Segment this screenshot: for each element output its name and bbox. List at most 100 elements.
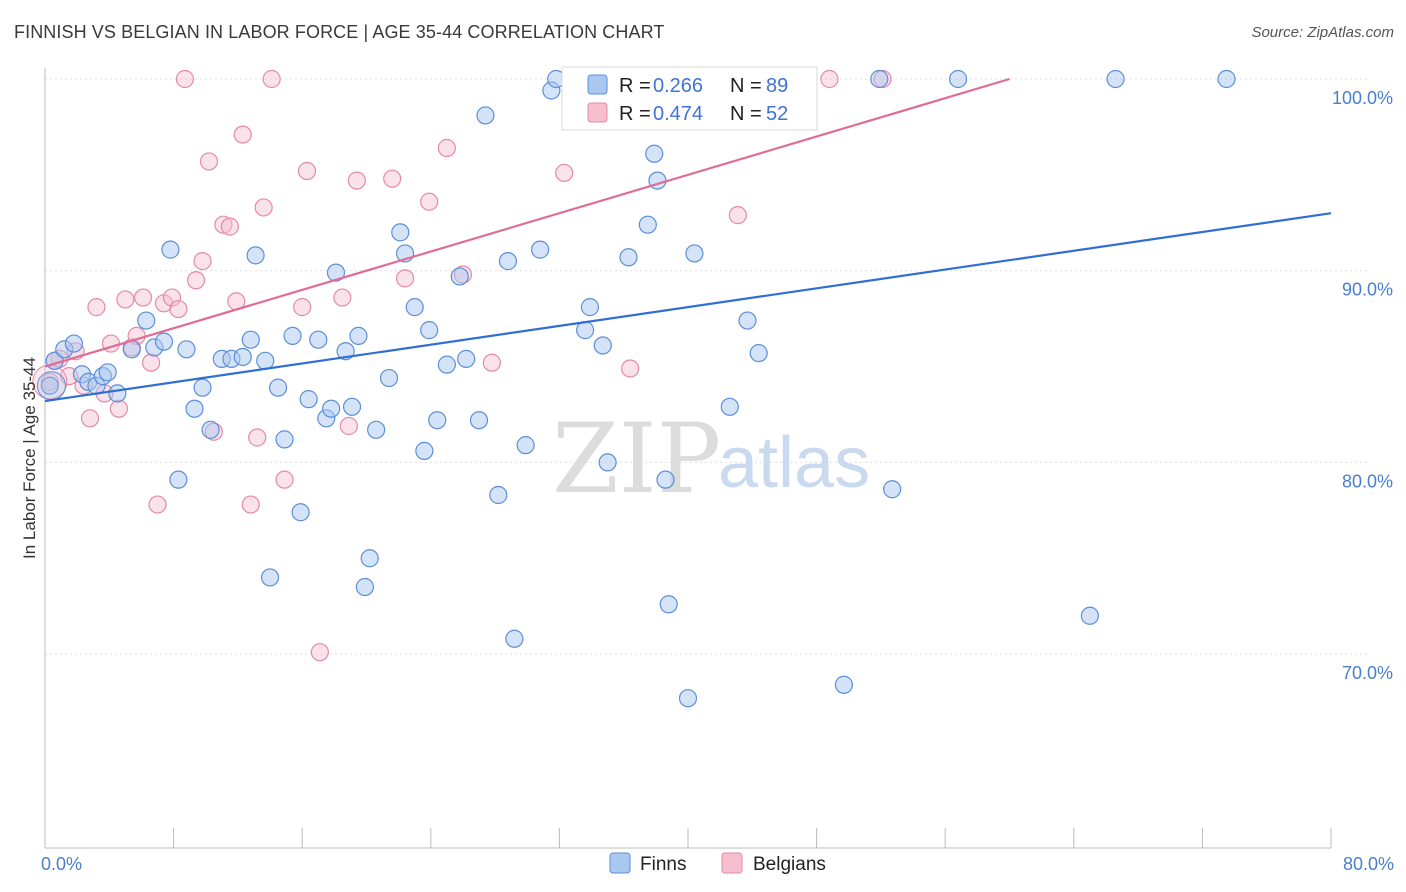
finns-point [428,411,447,430]
finns-point [291,503,310,522]
belgians-point [262,69,281,89]
y-tick-label: 100.0% [1332,88,1393,108]
belgians-point [437,138,456,158]
finns-point [379,368,399,388]
finns-point [948,69,968,89]
belgians-point [80,409,100,428]
finns-point [720,397,739,416]
watermark-zip: ZIP [552,403,721,515]
y-tick-label: 80.0% [1342,471,1393,491]
belgians-bottom-swatch [721,852,743,874]
belgians-point [420,192,439,211]
finns-point [342,397,362,416]
belgians-point [116,290,135,309]
finns-point [185,399,204,418]
belgians-legend-swatch [587,102,608,123]
finns-point [685,244,704,263]
stats-legend: R = 0.266 N = 89 R = 0.474 N = 52 [561,66,818,131]
finns-r-label: R = [619,75,651,97]
finns-point [1217,69,1236,89]
belgians-point [187,271,206,290]
finns-n-value: 89 [766,75,788,97]
finns-point [64,334,84,353]
finns-point [299,390,318,409]
y-tick-labels: 100.0% 90.0% 80.0% 70.0% [1332,88,1393,683]
finns-point [169,470,188,489]
finns-bottom-label: Finns [640,854,686,875]
belgians-point [133,288,153,307]
belgians-point [297,161,317,181]
finns-point [476,106,495,125]
belgians-r-label: R = [619,103,651,125]
finns-point [98,363,117,382]
finns-point [161,240,180,259]
finns-points [36,69,1236,708]
finns-point [268,378,288,397]
belgians-point [621,359,640,378]
finns-point [355,577,374,597]
finns-point [326,263,346,282]
belgians-point [395,269,415,288]
series-legend: Finns Belgians [609,852,826,875]
finns-point [516,436,535,455]
finns-point [638,215,657,234]
belgians-point [275,470,294,489]
belgians-n-label: N = [730,103,762,125]
finns-point [598,453,617,472]
finns-legend-swatch [587,74,608,95]
finns-point [40,376,59,395]
belgians-point [333,288,352,307]
belgians-point [248,428,267,447]
finns-point [659,595,678,614]
belgians-point [233,125,252,144]
watermark: ZIP atlas [552,403,870,515]
x-tick-labels: 0.0% 80.0% [41,854,1394,874]
finns-point [883,480,902,499]
finns-point [1106,69,1125,89]
belgians-r-value: 0.474 [653,103,703,125]
finns-point [437,355,456,374]
y-tick-label: 90.0% [1342,280,1393,300]
finns-n-label: N = [730,75,762,97]
x-tick-label: 0.0% [41,854,82,874]
finns-point [137,311,156,330]
belgians-point [820,69,839,89]
finns-point [738,311,757,330]
finns-point [749,344,768,363]
finns-point [457,349,476,368]
belgians-point [383,169,402,188]
belgians-bottom-label: Belgians [753,854,826,875]
belgians-point [199,152,219,171]
finns-point [177,340,196,359]
finns-point [241,330,260,349]
y-tick-label: 70.0% [1342,663,1393,683]
finns-point [505,629,524,648]
finns-point [420,321,439,340]
belgians-point [310,643,329,662]
finns-point [498,252,518,271]
finns-point [593,336,612,355]
x-ticks [44,828,1332,848]
finns-point [309,330,328,349]
finns-point [415,441,434,460]
finns-point [283,326,302,345]
finns-point [256,351,275,370]
finns-point [275,430,294,449]
belgians-point [555,163,574,183]
belgians-point [241,495,260,514]
finns-point [233,347,252,367]
belgians-point [148,495,167,514]
finns-point [576,321,595,340]
finns-point [360,549,379,568]
gridlines [45,78,1370,655]
finns-point [246,246,265,265]
belgians-point [109,399,129,418]
finns-point [469,411,489,430]
trend-lines [44,77,1332,403]
x-tick-label: 80.0% [1343,854,1394,874]
belgians-point [254,198,273,217]
belgians-point [220,217,239,236]
finns-point [489,485,508,505]
finns-point [322,399,341,418]
